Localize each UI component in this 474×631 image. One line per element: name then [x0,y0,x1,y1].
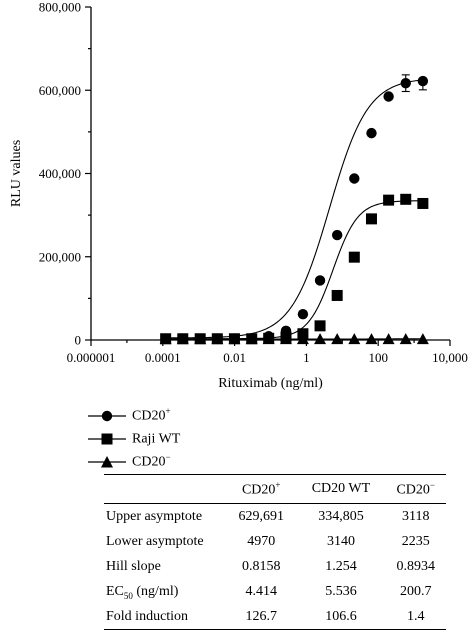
row-label: Lower asymptote [106,534,204,550]
table-cell: 106.6 [296,603,386,630]
legend-item-cd20-negative: CD20− [86,450,180,473]
chart-legend: CD20+ Raji WT CD20− [86,404,180,473]
table-cell: 1.254 [325,559,357,575]
data-point-triangle [296,333,309,345]
table-cell: 2235 [401,534,430,550]
data-point-circle [366,127,377,139]
table-row: Hill slope 0.8158 1.254 0.8934 [104,554,446,579]
data-point-triangle [348,333,361,345]
y-tick-label: 0 [75,333,82,348]
table-cell: 3118 [401,509,430,525]
table-cell: 0.8158 [241,559,281,575]
table-header-cd20-negative: CD20− [385,474,446,504]
row-label: Upper asymptote [106,509,203,525]
table-row: Lower asymptote 4970 3140 2235 [104,529,446,554]
y-tick-label: 600,000 [39,83,81,98]
data-point-circle [297,308,309,320]
data-point-triangle [262,333,275,345]
data-point-triangle [382,333,395,345]
table-cell: 200.7 [399,584,432,600]
data-point-triangle [211,333,224,345]
table-header-cd20-positive: CD20+ [226,474,297,504]
x-tick-label: 100 [368,350,388,365]
data-point-triangle [365,333,378,345]
row-label: EC50 (ng/ml) [106,583,179,601]
x-tick-label: 0.0001 [145,350,181,365]
table-cell: 4970 [247,534,276,550]
data-point-triangle [399,333,412,345]
data-point-square [417,197,429,209]
data-point-square [331,289,343,301]
y-axis-label: RLU values [9,140,24,207]
row-label: Hill slope [106,559,161,575]
table-cell: 3140 [326,534,355,550]
fit-curve-series-1 [165,200,423,340]
table-row: EC50 (ng/ml) 4.414 5.536 200.7 [104,579,446,604]
square-marker-icon [88,433,126,444]
y-tick-label: 400,000 [39,166,81,181]
table-cell: 334,805 [318,509,364,525]
data-point-triangle [331,333,344,345]
table-header-row: CD20+ CD20 WT CD20− [104,474,446,504]
table-row: Upper asymptote 629,691 334,805 3118 [104,503,446,529]
data-point-circle [331,229,343,241]
legend-label: CD20+ [132,406,171,424]
table-header-blank [104,474,226,504]
fit-curve-series-0 [165,79,423,339]
dose-response-chart: 0 200,000 400,000 600,000 800,000 0.000001 0.0… [9,0,468,391]
data-point-square [348,251,360,263]
table-cell: 5.536 [325,584,357,600]
data-point-circle [314,275,326,286]
table-header-cd20-wt: CD20 WT [296,474,386,504]
data-point-circle [349,173,360,184]
data-point-triangle [245,333,258,345]
data-point-circle [417,75,429,87]
table-row: Fold induction 126.7 106.6 1.4 [104,603,446,630]
x-tick-label: 0.000001 [67,350,116,365]
triangle-marker-icon [88,455,126,467]
row-label: Fold induction [104,603,226,630]
legend-label: CD20− [132,452,171,470]
table-cell: 126.7 [226,603,297,630]
circle-marker-icon [88,410,126,421]
data-point-triangle [416,333,429,345]
table-cell: 4.414 [245,584,277,600]
data-point-triangle [176,333,189,345]
table-cell: 1.4 [385,603,446,630]
x-tick-label: 1 [303,350,310,365]
data-point-square [314,320,326,332]
table-cell: 629,691 [238,509,284,525]
legend-item-raji-wt: Raji WT [86,427,180,450]
y-tick-label: 800,000 [39,0,81,15]
x-axis-label: Rituximab (ng/ml) [218,376,323,391]
x-tick-label: 0.01 [223,350,246,365]
data-point-square [400,193,412,205]
fit-parameters-table: CD20+ CD20 WT CD20− Upper asymptote 629,… [104,474,446,630]
legend-item-cd20-positive: CD20+ [86,404,180,427]
data-point-square [365,213,377,225]
x-tick-label: 10,000 [432,350,468,365]
data-point-triangle [228,333,241,345]
table-cell: 0.8934 [396,559,435,575]
data-point-triangle [159,333,172,345]
legend-label: Raji WT [132,431,181,447]
data-point-triangle [314,333,327,345]
data-point-circle [400,77,411,89]
data-point-triangle [279,333,292,345]
y-tick-label: 200,000 [39,249,81,264]
data-point-square [383,194,395,206]
data-point-circle [383,91,394,102]
data-point-triangle [194,333,207,345]
